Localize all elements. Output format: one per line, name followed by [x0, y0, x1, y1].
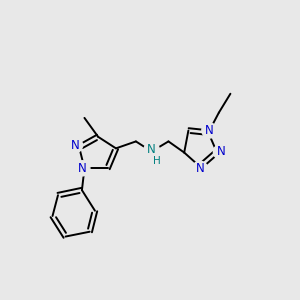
Circle shape: [192, 161, 208, 176]
Circle shape: [202, 123, 217, 138]
Text: N: N: [70, 139, 80, 152]
Circle shape: [144, 142, 159, 157]
Text: N: N: [217, 146, 225, 158]
Text: N: N: [205, 124, 214, 137]
Text: N: N: [196, 162, 204, 175]
Text: H: H: [153, 156, 161, 166]
Text: N: N: [147, 143, 156, 156]
Text: N: N: [78, 162, 87, 175]
Circle shape: [75, 161, 90, 176]
Circle shape: [213, 144, 229, 160]
Circle shape: [151, 155, 163, 167]
Circle shape: [68, 138, 82, 153]
